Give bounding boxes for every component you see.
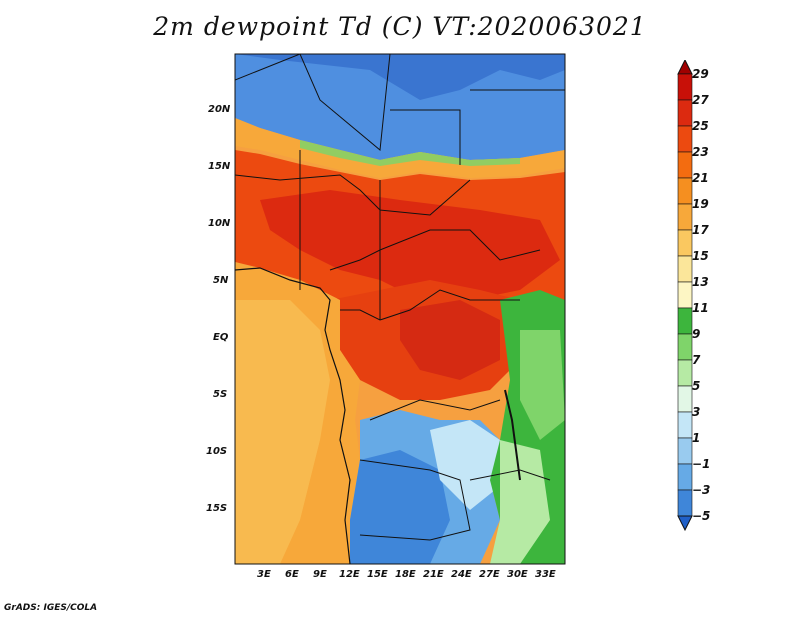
colorbar-tick-label: 7	[692, 353, 701, 367]
lat-label-15s: 15S	[206, 503, 228, 514]
lon-label-15e: 15E	[367, 569, 388, 580]
country-borders	[235, 54, 565, 541]
colorbar-swatch	[677, 307, 693, 335]
credit-text: GrADS: IGES/COLA	[4, 603, 98, 613]
lat-label-10n: 10N	[208, 218, 231, 229]
map-field	[235, 54, 565, 564]
colorbar-tick-label: 23	[692, 145, 709, 159]
colorbar-swatch	[677, 359, 693, 387]
lon-label-30e: 30E	[507, 569, 528, 580]
colorbar-bottom-arrow	[677, 515, 693, 532]
colorbar-tick-label: 25	[692, 119, 709, 133]
colorbar-swatch	[677, 99, 693, 127]
coastline	[235, 267, 351, 564]
lon-label-3e: 3E	[257, 569, 271, 580]
colorbar-swatch	[677, 177, 693, 205]
lon-label-27e: 27E	[479, 569, 500, 580]
colorbar-swatch	[677, 203, 693, 231]
rift-lakes	[504, 389, 521, 481]
colorbar-swatch	[677, 125, 693, 153]
colorbar-tick-label: −3	[692, 483, 711, 497]
colorbar-swatch	[677, 463, 693, 491]
colorbar-tick-label: 19	[692, 197, 709, 211]
colorbar-tick-label: 11	[692, 301, 709, 315]
colorbar-tick-label: −5	[692, 509, 711, 523]
lon-label-18e: 18E	[395, 569, 416, 580]
lon-label-21e: 21E	[423, 569, 444, 580]
colorbar-tick-label: 29	[692, 67, 709, 81]
lon-label-6e: 6E	[285, 569, 299, 580]
lat-label-5s: 5S	[213, 389, 228, 400]
colorbar-swatch	[677, 385, 693, 413]
colorbar-tick-label: 9	[692, 327, 701, 341]
colorbar-swatch	[677, 437, 693, 465]
colorbar-tick-label: 13	[692, 275, 709, 289]
colorbar-tick-label: 21	[692, 171, 709, 185]
colorbar-tick-label: 27	[692, 93, 709, 107]
map-frame	[234, 53, 566, 565]
colorbar-swatch	[677, 229, 693, 257]
colorbar-tick-label: −1	[692, 457, 711, 471]
colorbar-swatch	[677, 151, 693, 179]
colorbar-tick-label: 17	[692, 223, 709, 237]
colorbar-swatch	[677, 281, 693, 309]
colorbar-tick-label: 1	[692, 431, 701, 445]
lon-label-12e: 12E	[339, 569, 360, 580]
map-title: 2m dewpoint Td (C) VT:2020063021	[153, 12, 647, 41]
lon-label-33e: 33E	[535, 569, 556, 580]
lat-label-10s: 10S	[206, 446, 228, 457]
colorbar-top-arrow	[677, 60, 693, 75]
colorbar-swatch	[677, 73, 693, 101]
colorbar-tick-label: 15	[692, 249, 709, 263]
lat-label-15n: 15N	[208, 161, 231, 172]
colorbar	[677, 60, 693, 532]
colorbar-swatch	[677, 333, 693, 361]
lon-label-24e: 24E	[451, 569, 472, 580]
colorbar-tick-label: 5	[692, 379, 701, 393]
lat-label-20n: 20N	[208, 104, 231, 115]
colorbar-tick-label: 3	[692, 405, 701, 419]
lon-label-9e: 9E	[313, 569, 327, 580]
colorbar-swatch	[677, 411, 693, 439]
colorbar-swatch	[677, 255, 693, 283]
lat-label-5n: 5N	[213, 275, 229, 286]
colorbar-swatch	[677, 489, 693, 517]
lat-label-eq: EQ	[213, 332, 229, 343]
